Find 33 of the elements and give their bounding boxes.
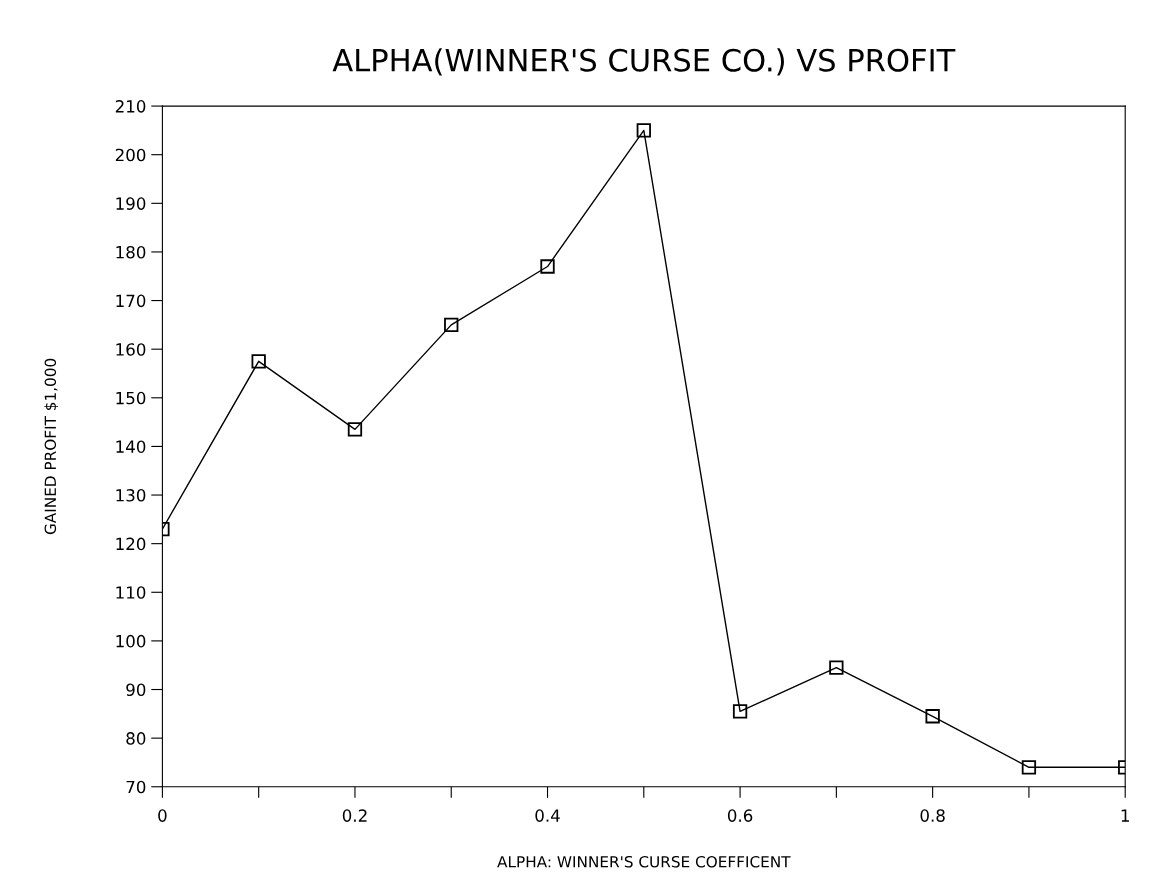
point [251, 354, 266, 369]
y-axis-title: GAINED PROFIT $1,000 [44, 358, 59, 535]
y-tick-label: 210 [115, 100, 146, 113]
point [925, 709, 940, 724]
y-tick-label: 80 [126, 732, 146, 745]
y-tick-label: 140 [116, 440, 146, 453]
y-tick-label: 100 [116, 634, 146, 648]
y-tick-label: 130 [116, 489, 146, 502]
y-tick-label: 90 [126, 683, 146, 697]
y-tick-label: 110 [116, 586, 146, 599]
x-tick-label: 0.6 [727, 809, 753, 822]
point [444, 317, 459, 333]
x-tick-label: 0.4 [535, 809, 560, 822]
y-tick-label: 170 [116, 294, 146, 308]
y-tick-label: 70 [126, 780, 146, 794]
x-tick-label: 0.2 [342, 809, 367, 822]
x-axis-title: ALPHA: WINNER'S CURSE COEFFICENT [497, 855, 791, 868]
y-tick-label: 150 [116, 391, 146, 405]
y-tick-label: 190 [116, 197, 146, 210]
point [829, 660, 844, 675]
chart-title: ALPHA(WINNER'S CURSE CO.) VS PROFIT [332, 48, 956, 76]
x-tick-label: 1 [1121, 809, 1129, 822]
y-tick-label: 120 [116, 537, 146, 551]
y-tick-label: 200 [115, 148, 146, 162]
y-tick-label: 160 [116, 343, 146, 356]
point [732, 704, 748, 719]
y-tick-label: 180 [116, 245, 146, 259]
x-tick-label: 0 [158, 809, 167, 822]
point [347, 422, 363, 437]
point [636, 123, 651, 138]
point [540, 259, 555, 274]
x-tick-label: 0.8 [920, 809, 945, 822]
point [1021, 760, 1037, 775]
